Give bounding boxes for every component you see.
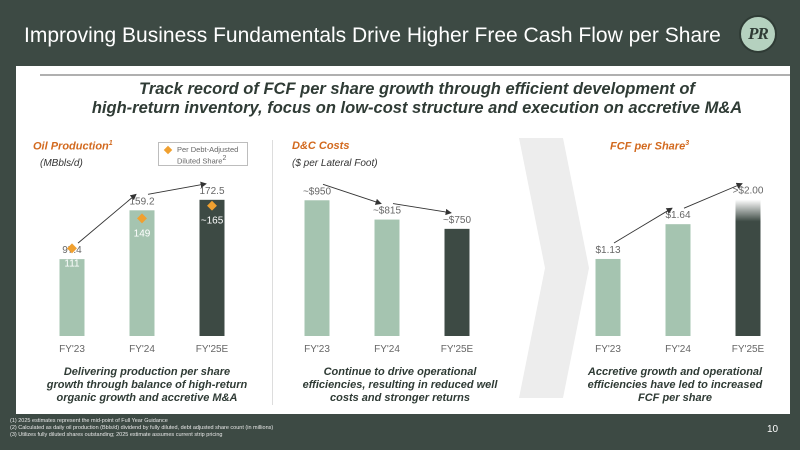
category-label: FY'25E bbox=[441, 344, 474, 355]
trend-arrow bbox=[683, 182, 743, 209]
bar-FY'23 bbox=[595, 258, 621, 336]
dc-costs-unit: ($ per Lateral Foot) bbox=[292, 158, 378, 169]
bar-FY'25E bbox=[735, 199, 761, 336]
bar-FY'23 bbox=[304, 200, 330, 336]
category-label: FY'23 bbox=[59, 344, 85, 355]
slide-title: Improving Business Fundamentals Drive Hi… bbox=[24, 24, 721, 47]
legend-line-2: Diluted Share2 bbox=[177, 155, 227, 166]
caption-line: efficiencies have led to increased bbox=[587, 379, 763, 391]
divider-1 bbox=[272, 140, 273, 405]
caption-line: Delivering production per share bbox=[63, 366, 231, 378]
page-number: 10 bbox=[767, 424, 779, 435]
subtitle-line-1: Track record of FCF per share growth thr… bbox=[139, 80, 695, 98]
legend: Per Debt-Adjusted Diluted Share2 bbox=[158, 142, 248, 166]
category-label: FY'24 bbox=[129, 344, 155, 355]
value-label: 159.2 bbox=[129, 196, 154, 207]
caption-line: costs and stronger returns bbox=[330, 392, 470, 404]
bar-FY'25E bbox=[444, 228, 470, 336]
category-label: FY'25E bbox=[732, 344, 765, 355]
caption-line: efficiencies, resulting in reduced well bbox=[302, 379, 498, 391]
footnote-3: (3) Utilizes fully diluted shares outsta… bbox=[10, 432, 223, 438]
header: Improving Business Fundamentals Drive Hi… bbox=[0, 0, 800, 66]
trend-arrow bbox=[77, 193, 137, 244]
bar-FY'25E bbox=[199, 199, 225, 336]
subtitle: Track record of FCF per share growth thr… bbox=[56, 80, 778, 118]
category-label: FY'25E bbox=[196, 344, 229, 355]
marker-diamond bbox=[67, 243, 77, 254]
marker-diamond bbox=[137, 213, 147, 224]
subtitle-line-2: high-return inventory, focus on low-cost… bbox=[91, 99, 743, 117]
bar-FY'24 bbox=[129, 210, 155, 336]
category-label: FY'24 bbox=[665, 344, 691, 355]
oil-production-unit: (MBbls/d) bbox=[40, 158, 83, 169]
dc-costs-chart: ~$950 FY'23 ~$815 FY'24 ~$750 FY'25E bbox=[303, 183, 474, 355]
marker-label: 149 bbox=[134, 228, 151, 239]
oil-production-caption: Delivering production per share growth t… bbox=[22, 366, 272, 405]
value-label: $1.64 bbox=[665, 210, 690, 221]
footnotes: (1) 2025 estimates represent the mid-poi… bbox=[10, 418, 273, 439]
caption-line: Accretive growth and operational bbox=[587, 366, 763, 378]
caption-line: organic growth and accretive M&A bbox=[56, 392, 238, 404]
fcf-per-share-chart: $1.13 FY'23 $1.64 FY'24 >$2.00 FY'25E bbox=[595, 182, 765, 355]
caption-line: growth through balance of high-return bbox=[46, 379, 248, 391]
footnote-1: (1) 2025 estimates represent the mid-poi… bbox=[10, 418, 168, 424]
value-label: ~$750 bbox=[443, 215, 472, 226]
footnote-2: (2) Calculated as daily oil production (… bbox=[10, 425, 274, 431]
fcf-per-share-caption: Accretive growth and operational efficie… bbox=[555, 366, 795, 405]
trend-arrow bbox=[147, 181, 207, 195]
value-label: 172.5 bbox=[199, 186, 224, 197]
category-label: FY'23 bbox=[304, 344, 330, 355]
fcf-per-share-title: FCF per Share3 bbox=[610, 140, 690, 153]
category-label: FY'24 bbox=[374, 344, 400, 355]
trend-arrow bbox=[613, 207, 673, 244]
caption-line: Continue to drive operational bbox=[323, 366, 477, 378]
value-label: ~$815 bbox=[373, 206, 402, 217]
marker-label: 111 bbox=[64, 258, 80, 269]
category-label: FY'23 bbox=[595, 344, 621, 355]
chevron-arrow-icon bbox=[519, 138, 589, 398]
caption-line: FCF per share bbox=[638, 392, 712, 404]
subtitle-rule bbox=[40, 74, 790, 76]
marker-label: ~165 bbox=[201, 216, 224, 227]
legend-diamond-icon bbox=[163, 145, 173, 155]
trend-arrow bbox=[392, 203, 452, 216]
value-label: >$2.00 bbox=[733, 186, 764, 197]
bar-FY'23 bbox=[59, 259, 85, 336]
bar-FY'24 bbox=[665, 224, 691, 336]
oil-production-title: Oil Production1 bbox=[33, 140, 113, 153]
legend-line-1: Per Debt-Adjusted bbox=[177, 145, 239, 154]
value-label: $1.13 bbox=[595, 245, 620, 256]
dc-costs-title: D&C Costs bbox=[292, 140, 350, 152]
bar-FY'24 bbox=[374, 219, 400, 336]
value-label: ~$950 bbox=[303, 186, 332, 197]
dc-costs-caption: Continue to drive operational efficienci… bbox=[275, 366, 525, 405]
company-logo: PR bbox=[739, 15, 777, 53]
trend-arrow bbox=[322, 183, 382, 205]
marker-diamond bbox=[207, 200, 217, 211]
